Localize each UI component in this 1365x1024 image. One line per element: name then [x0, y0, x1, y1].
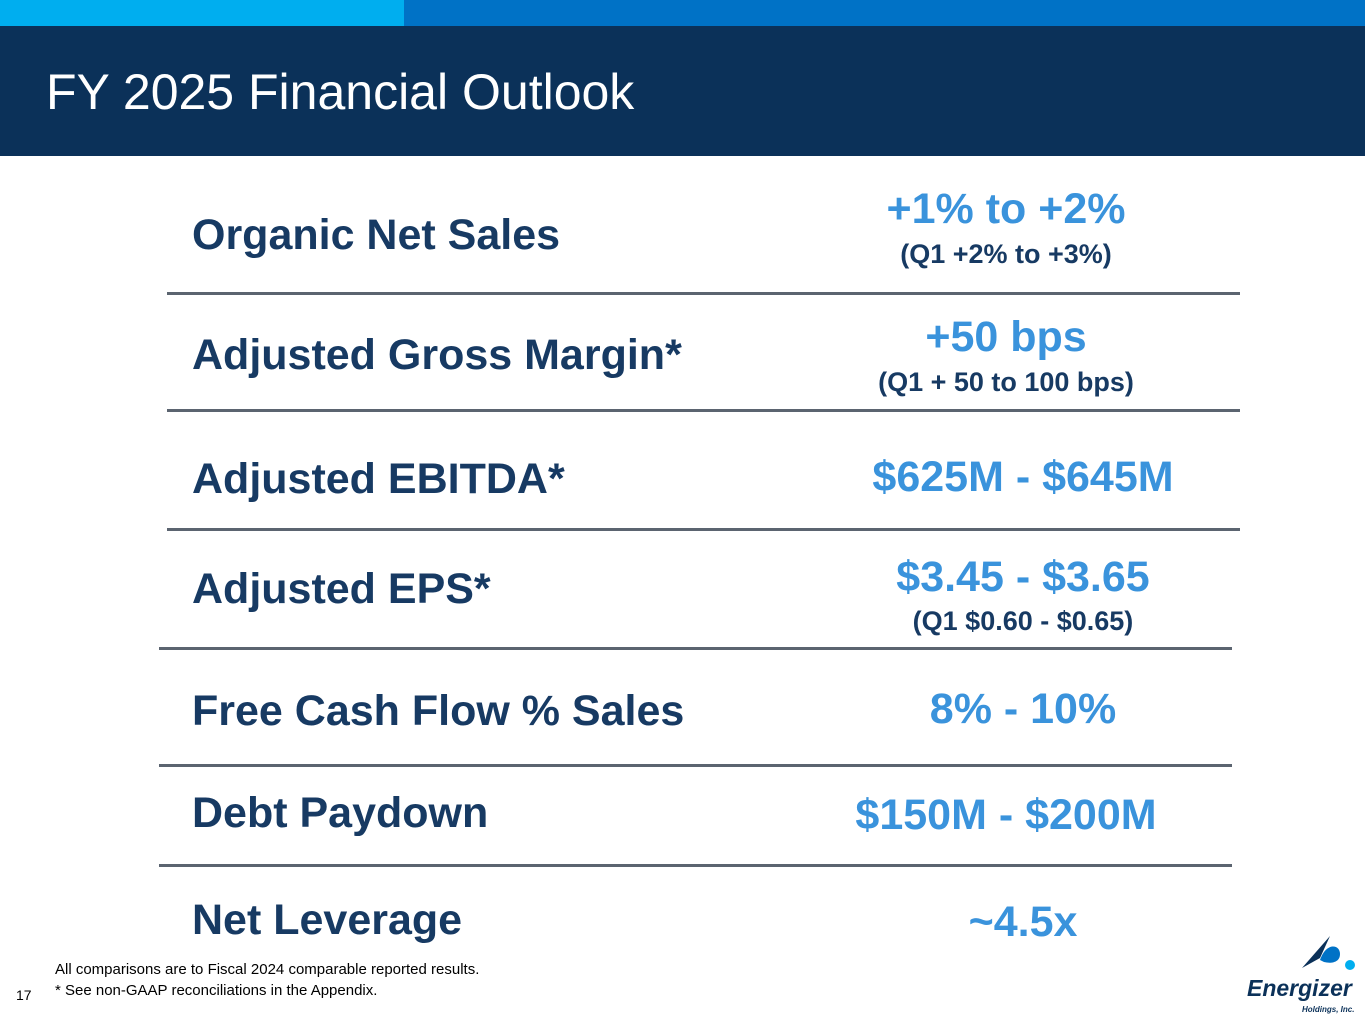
row-label-free-cash-flow: Free Cash Flow % Sales: [192, 687, 685, 735]
row-divider: [167, 409, 1240, 412]
row-label-net-leverage: Net Leverage: [192, 896, 463, 944]
top-accent-bar-dark: [404, 0, 1365, 26]
row-label-organic-net-sales: Organic Net Sales: [192, 211, 561, 259]
row-value-adjusted-eps: $3.45 - $3.65: [896, 553, 1150, 601]
logo-subtitle: Holdings, Inc.: [1302, 1005, 1354, 1014]
row-label-adjusted-gross-margin: Adjusted Gross Margin*: [192, 331, 682, 379]
row-divider: [167, 292, 1240, 295]
row-sub-adjusted-gross-margin: (Q1 + 50 to 100 bps): [878, 367, 1134, 397]
row-value-adjusted-gross-margin: +50 bps: [925, 313, 1087, 361]
row-divider: [159, 864, 1232, 867]
title-header-band: [0, 26, 1365, 156]
row-label-adjusted-eps: Adjusted EPS*: [192, 565, 491, 613]
top-accent-bar-light: [0, 0, 404, 26]
page-title: FY 2025 Financial Outlook: [46, 64, 635, 120]
row-value-net-leverage: ~4.5x: [968, 898, 1078, 946]
row-value-adjusted-ebitda: $625M - $645M: [872, 453, 1174, 501]
row-value-free-cash-flow: 8% - 10%: [929, 685, 1117, 733]
energizer-swoosh-icon: Energizer Holdings, Inc.: [1247, 936, 1355, 1014]
footnote-non-gaap: * See non-GAAP reconciliations in the Ap…: [55, 982, 378, 999]
row-label-adjusted-ebitda: Adjusted EBITDA*: [192, 455, 565, 503]
row-value-organic-net-sales: +1% to +2%: [886, 185, 1126, 233]
row-divider: [167, 528, 1240, 531]
row-divider: [159, 647, 1232, 650]
page-number: 17: [16, 987, 32, 1003]
row-divider: [159, 764, 1232, 767]
row-value-debt-paydown: $150M - $200M: [855, 791, 1157, 839]
footnote-comparisons: All comparisons are to Fiscal 2024 compa…: [55, 961, 480, 978]
row-sub-organic-net-sales: (Q1 +2% to +3%): [900, 239, 1112, 269]
logo-wordmark: Energizer: [1247, 975, 1353, 1001]
energizer-logo: Energizer Holdings, Inc.: [1240, 932, 1358, 1016]
row-label-debt-paydown: Debt Paydown: [192, 789, 489, 837]
row-sub-adjusted-eps: (Q1 $0.60 - $0.65): [912, 606, 1134, 636]
